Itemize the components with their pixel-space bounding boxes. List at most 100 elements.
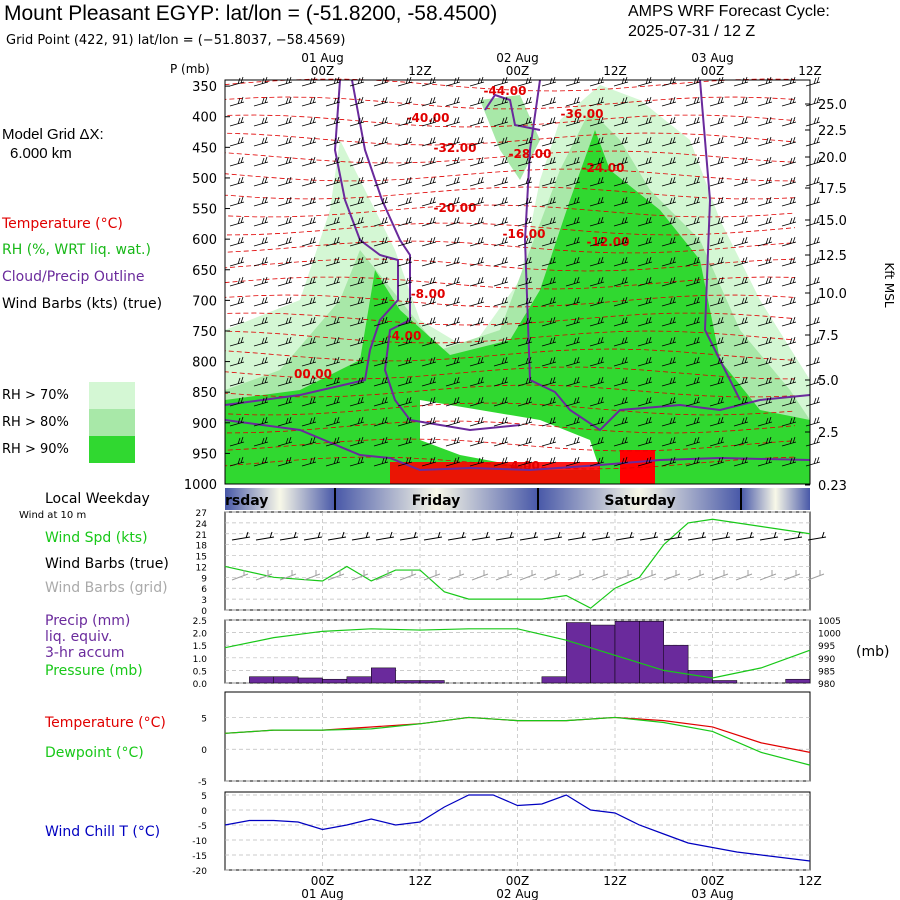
wind-barb xyxy=(517,236,533,247)
legend-rh: RH (%, WRT liq. wat.) xyxy=(2,242,151,258)
wind-barb xyxy=(709,136,725,147)
wind-barb xyxy=(325,356,341,367)
wind-barb xyxy=(397,276,413,287)
wind-barb xyxy=(733,376,749,387)
wind-barb xyxy=(469,356,485,367)
wind-barb xyxy=(757,176,773,187)
wind-barb xyxy=(421,256,437,267)
wind-barb xyxy=(253,316,269,327)
wind-barb xyxy=(685,196,701,207)
temperature-contour xyxy=(224,186,796,200)
wind-barb xyxy=(589,316,605,327)
wind-barb xyxy=(445,236,461,247)
pressure-tick-label: 550 xyxy=(192,203,217,218)
precip-bar xyxy=(346,676,372,684)
wind-barb xyxy=(349,296,365,307)
legend-wind-chill: Wind Chill T (°C) xyxy=(45,824,160,840)
pressure-tick-label: 1000 xyxy=(184,478,217,493)
temperature-contour xyxy=(224,96,796,110)
rh-region xyxy=(390,462,600,484)
wind-barb xyxy=(253,216,269,227)
wind-barb xyxy=(445,136,461,147)
wind-barb xyxy=(589,156,605,167)
wind-barb xyxy=(277,276,293,287)
wind-barb xyxy=(517,316,533,327)
weekday-segment xyxy=(741,488,810,510)
wind-barb xyxy=(373,276,389,287)
wind-barb xyxy=(421,376,437,387)
temperature-contour-label: -24.00 xyxy=(582,161,625,175)
wind-barb xyxy=(685,216,701,227)
wind-barb xyxy=(421,416,437,427)
wind-barb xyxy=(805,316,821,327)
wind-barb xyxy=(445,176,461,187)
wind-barb xyxy=(397,156,413,167)
wind-barb xyxy=(301,376,317,387)
wind-barb xyxy=(445,276,461,287)
height-tick-label: 2.5 xyxy=(818,426,839,441)
wind-barb xyxy=(565,76,581,87)
wind-barb xyxy=(469,316,485,327)
wind-barb xyxy=(709,296,725,307)
wind-barb xyxy=(757,196,773,207)
wind-barb xyxy=(373,196,389,207)
precip-tick-label: 2.0 xyxy=(193,630,208,640)
xsec-background xyxy=(225,80,810,484)
wind-barb-grid xyxy=(255,570,273,581)
wind-barb xyxy=(397,116,413,127)
wind-barb-true xyxy=(687,531,707,541)
wind-barb xyxy=(733,416,749,427)
wind-barb xyxy=(469,136,485,147)
wind-barb-true xyxy=(423,531,443,541)
wind-barb-true xyxy=(711,531,731,541)
wind-barb xyxy=(349,396,365,407)
wind-barb xyxy=(277,236,293,247)
wind-barb xyxy=(733,196,749,207)
wind-barb xyxy=(805,156,821,167)
wind-barb-true xyxy=(327,531,347,541)
wind-barb xyxy=(517,156,533,167)
wind-barb xyxy=(637,156,653,167)
wind-barb xyxy=(805,116,821,127)
wind-barb xyxy=(469,156,485,167)
wind-barb xyxy=(589,96,605,107)
wind-barb xyxy=(325,456,341,467)
wind-barb xyxy=(565,116,581,127)
precip-bar xyxy=(590,624,616,684)
wind-barb xyxy=(229,316,245,327)
rh-region xyxy=(395,230,500,330)
wind-barb xyxy=(661,236,677,247)
wind-barb xyxy=(661,356,677,367)
wind-barb xyxy=(229,176,245,187)
wind-barb xyxy=(733,276,749,287)
height-tick-label: 5.0 xyxy=(818,374,839,389)
wind-barb xyxy=(637,236,653,247)
wind-barb xyxy=(781,336,797,347)
wind-barb xyxy=(709,456,725,467)
wind-barb xyxy=(229,196,245,207)
chill-tick-label: 0 xyxy=(201,807,207,817)
wind-barb xyxy=(445,256,461,267)
wind-barb xyxy=(757,236,773,247)
cloud-outline xyxy=(523,79,811,432)
legend-pressure: Pressure (mb) xyxy=(45,663,143,679)
wind-barb xyxy=(229,396,245,407)
wind-barb xyxy=(757,336,773,347)
wind-barb xyxy=(517,256,533,267)
wind-barb xyxy=(685,276,701,287)
wind-barb xyxy=(253,76,269,87)
legend-temperature-series: Temperature (°C) xyxy=(44,715,166,731)
wind-barb xyxy=(493,136,509,147)
wind-tick-label: 6 xyxy=(201,585,207,595)
wind-barb xyxy=(517,356,533,367)
wind-barb xyxy=(613,196,629,207)
wind-barb xyxy=(517,76,533,87)
wind-barb xyxy=(781,356,797,367)
wind-barb xyxy=(445,416,461,427)
wind-barb xyxy=(349,416,365,427)
wind-barb xyxy=(661,156,677,167)
chill-frame xyxy=(224,791,811,871)
weekday-label: rsday xyxy=(225,493,268,509)
wind-barb xyxy=(229,76,245,87)
